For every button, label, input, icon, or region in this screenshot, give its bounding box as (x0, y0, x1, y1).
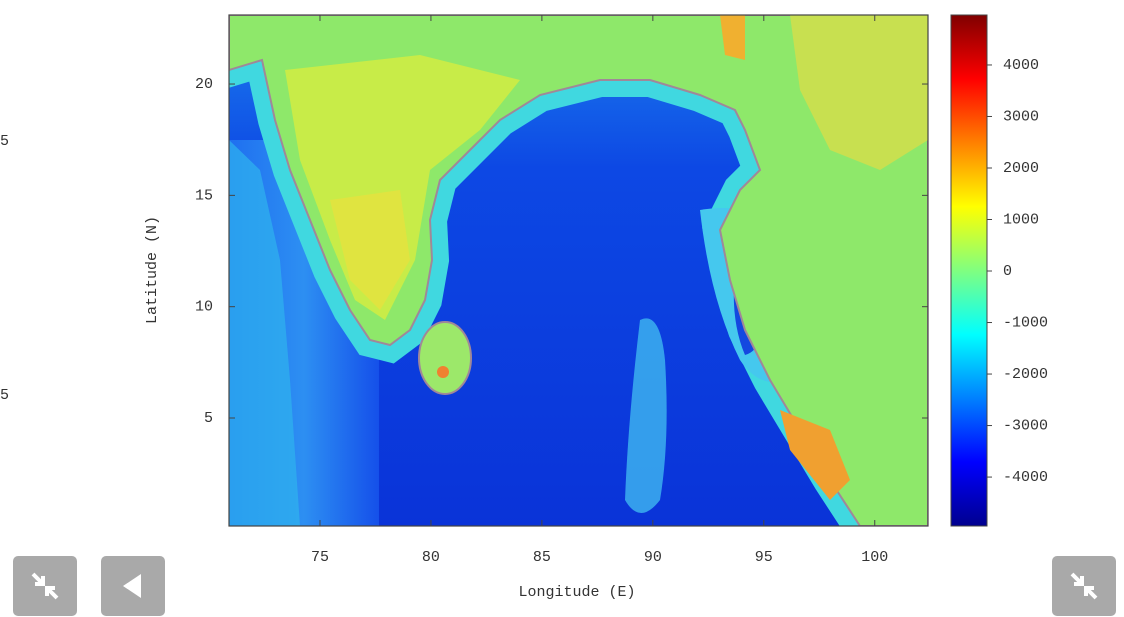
y-tick-label: 20 (195, 76, 213, 93)
collapse-icon (1052, 556, 1116, 616)
clipped-label: 5 (0, 133, 9, 150)
clipped-label: 5 (0, 387, 9, 404)
collapse-button[interactable] (13, 556, 77, 616)
colorbar-tick-label: -4000 (1003, 469, 1048, 486)
colorbar-tick-label: 0 (1003, 263, 1012, 280)
sri-lanka (419, 322, 471, 394)
colorbar (951, 15, 987, 526)
colorbar-tick-label: 3000 (1003, 108, 1039, 125)
collapse-button[interactable] (1052, 556, 1116, 616)
peak (437, 366, 449, 378)
colorbar-tick-label: -3000 (1003, 418, 1048, 435)
x-tick-label: 75 (311, 549, 329, 566)
screen: 5 5 Longitude (E) Latitude (N) 75 80 85 90 9… (0, 0, 1124, 617)
x-tick-label: 100 (861, 549, 888, 566)
collapse-icon (13, 556, 77, 616)
x-axis-label: Longitude (E) (518, 584, 635, 601)
colorbar-tick-label: 1000 (1003, 211, 1039, 228)
y-tick-label: 15 (195, 187, 213, 204)
y-axis-label: Latitude (N) (144, 216, 161, 324)
colorbar-tick-label: 2000 (1003, 160, 1039, 177)
y-tick-label: 10 (195, 299, 213, 316)
back-button[interactable] (101, 556, 165, 616)
x-tick-label: 80 (422, 549, 440, 566)
map (229, 15, 928, 526)
colorbar-tick-label: 4000 (1003, 57, 1039, 74)
y-tick-label: 5 (204, 410, 213, 427)
colorbar-tick-label: -1000 (1003, 314, 1048, 331)
colorbar-tick-label: -2000 (1003, 366, 1048, 383)
chart: 5 5 Longitude (E) Latitude (N) 75 80 85 90 9… (0, 0, 1124, 617)
x-tick-label: 90 (644, 549, 662, 566)
x-tick-label: 85 (533, 549, 551, 566)
x-tick-label: 95 (755, 549, 773, 566)
back-icon (101, 556, 165, 616)
